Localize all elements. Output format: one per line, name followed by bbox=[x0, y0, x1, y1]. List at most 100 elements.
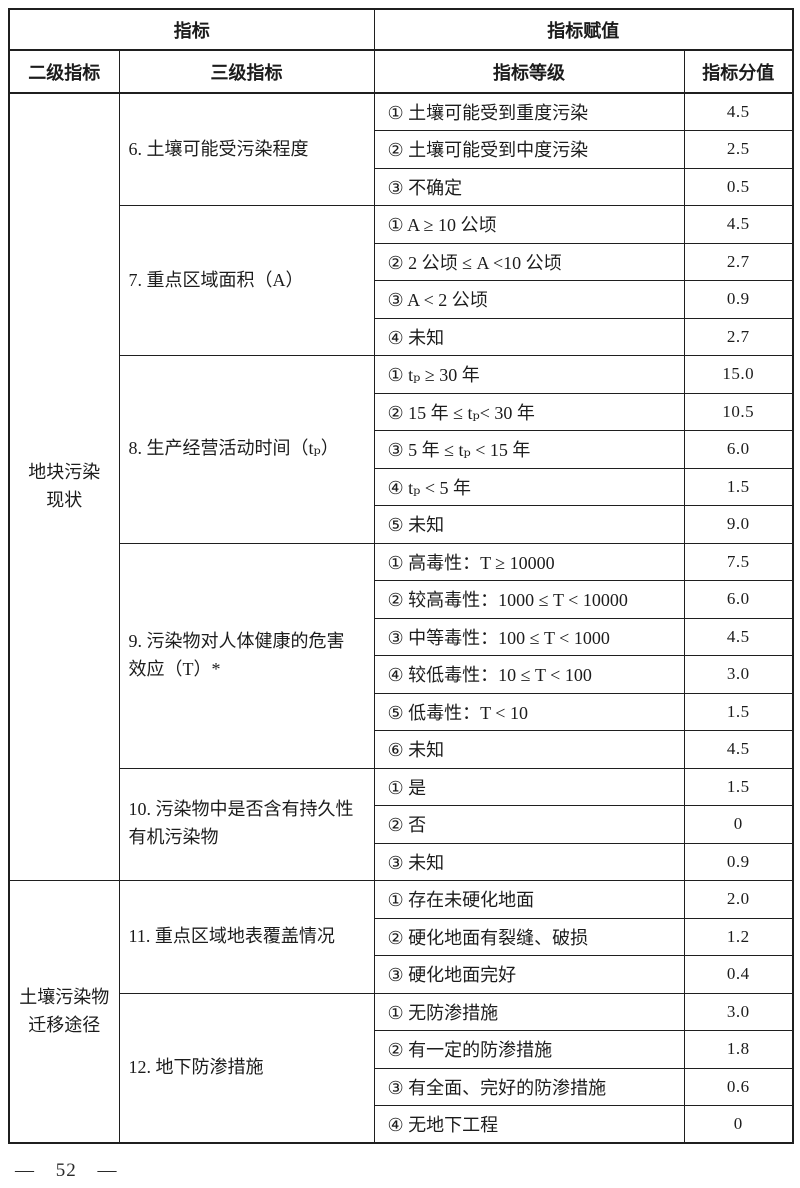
score-cell: 9.0 bbox=[683, 505, 794, 544]
score-cell: 2.5 bbox=[683, 130, 794, 169]
indicator-cell-7: 7. 重点区域面积（A） bbox=[118, 205, 375, 356]
score-cell: 2.7 bbox=[683, 317, 794, 356]
table-row: ③ 5 年 ≤ tₚ < 15 年 6.0 bbox=[9, 430, 794, 469]
score-cell: 1.5 bbox=[683, 692, 794, 731]
indicator-cell-10: 10. 污染物中是否含有持久性 有机污染物 bbox=[118, 767, 375, 881]
option-cell: ② 硬化地面有裂缝、破损 bbox=[373, 917, 685, 956]
table-row: 8. 生产经营活动时间（tₚ） ① tₚ ≥ 30 年 15.0 bbox=[9, 355, 794, 544]
option-cell: ⑥ 未知 bbox=[373, 730, 685, 769]
score-cell: 2.0 bbox=[683, 880, 794, 919]
score-cell: 3.0 bbox=[683, 992, 794, 1031]
header-tertiary-indicator: 三级指标 bbox=[118, 49, 375, 94]
table-row: ④ 无地下工程 0 bbox=[9, 1105, 794, 1144]
indicator-cell-12: 12. 地下防渗措施 bbox=[118, 992, 375, 1144]
option-cell: ③ 有全面、完好的防渗措施 bbox=[373, 1067, 685, 1106]
table-header-row: 二级指标 三级指标 指标等级 指标分值 bbox=[8, 49, 794, 94]
indicator-score-table: 指标 指标赋值 二级指标 三级指标 指标等级 指标分值 地块污染 现状 6. 土… bbox=[8, 8, 794, 1144]
table-row: 10. 污染物中是否含有持久性 有机污染物 ① 是 1.5 bbox=[9, 767, 794, 881]
header-indicator: 指标 bbox=[8, 8, 375, 51]
table-row: ⑥ 未知 4.5 bbox=[9, 730, 794, 769]
table-row: ④ tₚ < 5 年 1.5 bbox=[9, 467, 794, 506]
header-indicator-grade: 指标等级 bbox=[373, 49, 685, 94]
option-cell: ② 较高毒性：1000 ≤ T < 10000 bbox=[373, 580, 685, 619]
group-cell-soil-pollutant-migration: 土壤污染物 迁移途径 bbox=[8, 880, 120, 1144]
score-cell: 2.7 bbox=[683, 242, 794, 281]
score-cell: 3.0 bbox=[683, 655, 794, 694]
score-cell: 4.5 bbox=[683, 730, 794, 769]
table-row: 9. 污染物对人体健康的危害 效应（T）* ① 高毒性：T ≥ 10000 7.… bbox=[9, 542, 794, 769]
option-cell: ① tₚ ≥ 30 年 bbox=[373, 355, 685, 394]
option-cell: ③ 中等毒性：100 ≤ T < 1000 bbox=[373, 617, 685, 656]
indicator-cell-9: 9. 污染物对人体健康的危害 效应（T）* bbox=[118, 542, 375, 769]
option-cell: ④ tₚ < 5 年 bbox=[373, 467, 685, 506]
table-row: 土壤污染物 迁移途径 11. 重点区域地表覆盖情况 ① 存在未硬化地面 2.0 bbox=[8, 880, 794, 1144]
header-secondary-indicator: 二级指标 bbox=[8, 49, 120, 94]
option-cell: ② 否 bbox=[373, 805, 685, 844]
option-cell: ① 高毒性：T ≥ 10000 bbox=[373, 542, 685, 581]
table-row: ③ A < 2 公顷 0.9 bbox=[9, 280, 794, 319]
option-cell: ④ 较低毒性：10 ≤ T < 100 bbox=[373, 655, 685, 694]
score-cell: 15.0 bbox=[683, 355, 794, 394]
option-cell: ③ 未知 bbox=[373, 842, 685, 881]
header-assignment: 指标赋值 bbox=[373, 8, 794, 51]
score-cell: 10.5 bbox=[683, 392, 794, 431]
table-row: ② 土壤可能受到中度污染 2.5 bbox=[9, 130, 794, 169]
header-indicator-score: 指标分值 bbox=[683, 49, 794, 94]
score-cell: 0.9 bbox=[683, 280, 794, 319]
score-cell: 7.5 bbox=[683, 542, 794, 581]
table-row: ② 15 年 ≤ tₚ< 30 年 10.5 bbox=[9, 392, 794, 431]
table-row: 12. 地下防渗措施 ① 无防渗措施 3.0 bbox=[9, 992, 794, 1144]
option-cell: ② 有一定的防渗措施 bbox=[373, 1030, 685, 1069]
table-row: ③ 硬化地面完好 0.4 bbox=[9, 955, 794, 994]
table-header-group-row: 指标 指标赋值 bbox=[8, 8, 794, 51]
score-cell: 0 bbox=[683, 805, 794, 844]
option-cell: ⑤ 低毒性：T < 10 bbox=[373, 692, 685, 731]
score-cell: 0.4 bbox=[683, 955, 794, 994]
table-row: ② 较高毒性：1000 ≤ T < 10000 6.0 bbox=[9, 580, 794, 619]
option-cell: ⑤ 未知 bbox=[373, 505, 685, 544]
table-row: ③ 中等毒性：100 ≤ T < 1000 4.5 bbox=[9, 617, 794, 656]
option-cell: ② 土壤可能受到中度污染 bbox=[373, 130, 685, 169]
option-cell: ① 土壤可能受到重度污染 bbox=[373, 92, 685, 131]
score-cell: 0.9 bbox=[683, 842, 794, 881]
table-row: ② 否 0 bbox=[9, 805, 794, 844]
option-cell: ① A ≥ 10 公顷 bbox=[373, 205, 685, 244]
score-cell: 6.0 bbox=[683, 580, 794, 619]
score-cell: 6.0 bbox=[683, 430, 794, 469]
table-row: ④ 较低毒性：10 ≤ T < 100 3.0 bbox=[9, 655, 794, 694]
table-row: 地块污染 现状 6. 土壤可能受污染程度 ① 土壤可能受到重度污染 4.5 bbox=[8, 92, 794, 881]
score-cell: 4.5 bbox=[683, 617, 794, 656]
option-cell: ③ 5 年 ≤ tₚ < 15 年 bbox=[373, 430, 685, 469]
score-cell: 0 bbox=[683, 1105, 794, 1144]
option-cell: ③ A < 2 公顷 bbox=[373, 280, 685, 319]
table-row: ④ 未知 2.7 bbox=[9, 317, 794, 356]
option-cell: ④ 未知 bbox=[373, 317, 685, 356]
table-row: ⑤ 低毒性：T < 10 1.5 bbox=[9, 692, 794, 731]
score-cell: 1.5 bbox=[683, 767, 794, 806]
table-row: ⑤ 未知 9.0 bbox=[9, 505, 794, 544]
indicator-cell-6: 6. 土壤可能受污染程度 bbox=[118, 92, 375, 206]
option-cell: ③ 不确定 bbox=[373, 167, 685, 206]
group-cell-site-pollution-status: 地块污染 现状 bbox=[8, 92, 120, 881]
option-cell: ① 无防渗措施 bbox=[373, 992, 685, 1031]
option-cell: ① 存在未硬化地面 bbox=[373, 880, 685, 919]
table-row: ② 2 公顷 ≤ A <10 公顷 2.7 bbox=[9, 242, 794, 281]
indicator-cell-11: 11. 重点区域地表覆盖情况 bbox=[118, 880, 375, 994]
page-number: — 52 — bbox=[15, 1160, 118, 1181]
score-cell: 1.5 bbox=[683, 467, 794, 506]
table-row: ③ 有全面、完好的防渗措施 0.6 bbox=[9, 1067, 794, 1106]
option-cell: ③ 硬化地面完好 bbox=[373, 955, 685, 994]
score-cell: 0.5 bbox=[683, 167, 794, 206]
option-cell: ② 2 公顷 ≤ A <10 公顷 bbox=[373, 242, 685, 281]
score-cell: 4.5 bbox=[683, 92, 794, 131]
indicator-cell-8: 8. 生产经营活动时间（tₚ） bbox=[118, 355, 375, 544]
score-cell: 1.8 bbox=[683, 1030, 794, 1069]
score-cell: 0.6 bbox=[683, 1067, 794, 1106]
table-row: 7. 重点区域面积（A） ① A ≥ 10 公顷 4.5 bbox=[9, 205, 794, 356]
table-row: ③ 未知 0.9 bbox=[9, 842, 794, 881]
option-cell: ① 是 bbox=[373, 767, 685, 806]
score-cell: 4.5 bbox=[683, 205, 794, 244]
score-cell: 1.2 bbox=[683, 917, 794, 956]
option-cell: ② 15 年 ≤ tₚ< 30 年 bbox=[373, 392, 685, 431]
option-cell: ④ 无地下工程 bbox=[373, 1105, 685, 1144]
